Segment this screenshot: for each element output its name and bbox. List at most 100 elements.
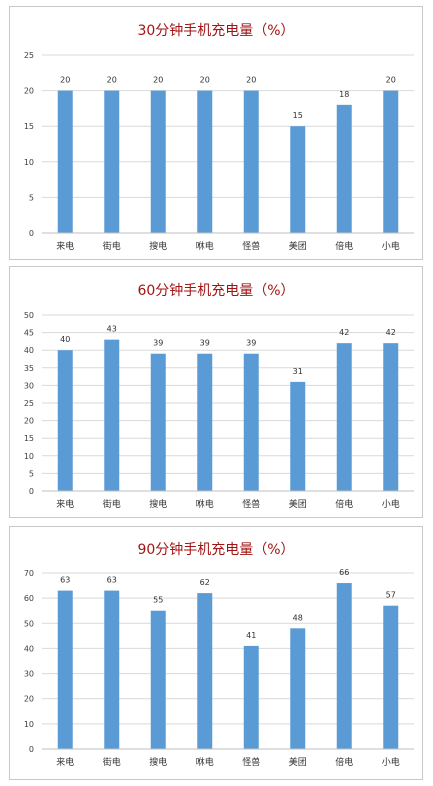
y-tick-label: 20 — [24, 695, 34, 704]
x-tick-label: 小电 — [382, 240, 400, 252]
bar — [57, 90, 73, 233]
chart-panel-30min: 30分钟手机充电量（%） 0 5 10 15 20 25 20 来电 20 街电 20 搜电 20 咻电 20… — [9, 6, 423, 260]
x-tick-label: 咻电 — [196, 498, 214, 510]
y-tick-label: 25 — [24, 399, 34, 408]
bar — [336, 343, 352, 491]
x-tick-label: 街电 — [103, 240, 121, 252]
data-label: 57 — [386, 591, 396, 600]
data-label: 63 — [60, 576, 70, 585]
data-label: 62 — [200, 578, 210, 587]
data-label: 63 — [107, 576, 117, 585]
x-tick-label: 倍电 — [335, 498, 353, 510]
bar — [104, 339, 120, 491]
x-tick-label: 怪兽 — [242, 240, 260, 252]
y-tick-label: 0 — [29, 487, 34, 496]
data-label: 42 — [386, 328, 396, 337]
x-tick-label: 怪兽 — [242, 498, 260, 510]
y-tick-label: 50 — [24, 619, 34, 628]
y-tick-label: 15 — [24, 434, 34, 443]
x-tick-label: 怪兽 — [242, 756, 260, 768]
data-label: 18 — [339, 90, 349, 99]
bar — [104, 90, 120, 233]
y-tick-label: 50 — [24, 311, 34, 320]
bar — [243, 645, 259, 749]
x-tick-label: 搜电 — [149, 240, 167, 252]
chart-90min-svg: 90分钟手机充电量（%） 0 10 20 30 40 50 60 70 63 来电 63 街电 55 搜电 6… — [24, 541, 414, 768]
data-label: 20 — [200, 76, 210, 85]
bar — [150, 610, 166, 749]
y-tick-label: 0 — [29, 229, 34, 238]
y-tick-label: 10 — [24, 452, 34, 461]
x-tick-label: 美团 — [289, 498, 307, 510]
x-tick-label: 来电 — [56, 498, 74, 510]
data-label: 31 — [293, 367, 303, 376]
data-label: 43 — [107, 325, 117, 334]
y-tick-label: 45 — [24, 329, 34, 338]
y-tick-label: 60 — [24, 594, 34, 603]
data-label: 20 — [60, 76, 70, 85]
bar — [336, 104, 352, 233]
bar — [197, 593, 213, 749]
bar — [150, 90, 166, 233]
data-label: 48 — [293, 613, 303, 622]
bar — [383, 605, 399, 749]
x-tick-label: 小电 — [382, 756, 400, 768]
y-tick-label: 25 — [24, 51, 34, 60]
chart-30min-svg: 30分钟手机充电量（%） 0 5 10 15 20 25 20 来电 20 街电 20 搜电 20 咻电 20… — [24, 22, 414, 252]
y-tick-label: 40 — [24, 346, 34, 355]
bar — [383, 343, 399, 491]
x-tick-label: 倍电 — [335, 756, 353, 768]
bar — [197, 353, 213, 491]
y-tick-label: 15 — [24, 122, 34, 131]
bar — [243, 90, 259, 233]
bar — [150, 353, 166, 491]
data-label: 39 — [246, 339, 256, 348]
x-tick-label: 倍电 — [335, 240, 353, 252]
bar — [290, 628, 306, 749]
chart-60min-svg: 60分钟手机充电量（%） 0 5 10 15 20 25 30 35 40 45 50 40 来电 43 街电… — [24, 282, 414, 510]
bar — [104, 590, 120, 749]
y-tick-label: 30 — [24, 670, 34, 679]
x-tick-label: 来电 — [56, 756, 74, 768]
data-label: 20 — [246, 76, 256, 85]
x-tick-label: 美团 — [289, 756, 307, 768]
chart-title: 60分钟手机充电量（%） — [137, 282, 294, 299]
x-tick-label: 街电 — [103, 498, 121, 510]
x-tick-label: 来电 — [56, 240, 74, 252]
x-tick-label: 搜电 — [149, 498, 167, 510]
data-label: 20 — [153, 76, 163, 85]
data-label: 41 — [246, 631, 256, 640]
y-tick-label: 10 — [24, 158, 34, 167]
bar — [243, 353, 259, 491]
chart-title: 30分钟手机充电量（%） — [137, 22, 294, 39]
y-tick-label: 10 — [24, 720, 34, 729]
y-tick-label: 35 — [24, 364, 34, 373]
y-tick-label: 20 — [24, 417, 34, 426]
bar — [57, 590, 73, 749]
bar — [57, 350, 73, 491]
chart-panel-90min: 90分钟手机充电量（%） 0 10 20 30 40 50 60 70 63 来电 63 街电 55 搜电 6… — [9, 526, 423, 780]
data-label: 55 — [153, 596, 163, 605]
x-tick-label: 咻电 — [196, 240, 214, 252]
data-label: 39 — [200, 339, 210, 348]
x-tick-label: 搜电 — [149, 756, 167, 768]
data-label: 42 — [339, 328, 349, 337]
bar — [290, 126, 306, 233]
data-label: 20 — [386, 76, 396, 85]
data-label: 15 — [293, 111, 303, 120]
y-tick-label: 20 — [24, 87, 34, 96]
x-tick-label: 街电 — [103, 756, 121, 768]
y-tick-label: 5 — [29, 193, 34, 202]
y-tick-label: 0 — [29, 745, 34, 754]
bar — [290, 381, 306, 491]
x-tick-label: 小电 — [382, 498, 400, 510]
data-label: 66 — [339, 568, 349, 577]
bar — [336, 583, 352, 749]
data-label: 40 — [60, 335, 70, 344]
bar — [383, 90, 399, 233]
y-tick-label: 30 — [24, 381, 34, 390]
y-tick-label: 40 — [24, 644, 34, 653]
data-label: 39 — [153, 339, 163, 348]
x-tick-label: 咻电 — [196, 756, 214, 768]
x-tick-label: 美团 — [289, 240, 307, 252]
